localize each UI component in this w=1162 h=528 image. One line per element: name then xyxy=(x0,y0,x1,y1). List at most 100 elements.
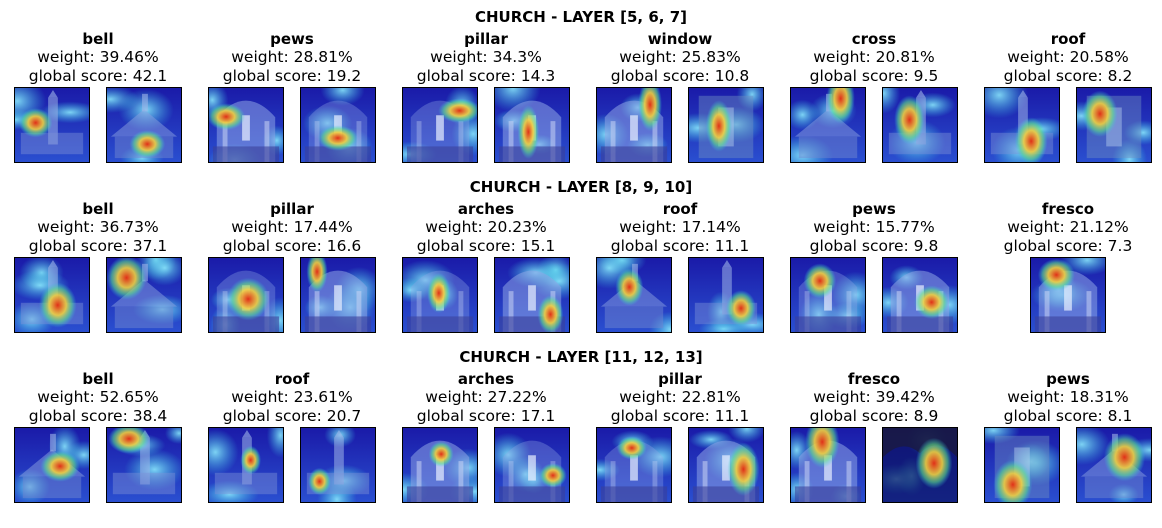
concept-name: pews xyxy=(852,200,896,218)
heatmap-thumbnail xyxy=(1076,427,1152,503)
concept-global-score: global score: 11.1 xyxy=(610,237,750,255)
heatmap-thumbnail xyxy=(882,257,958,333)
concept-weight: weight: 21.12% xyxy=(1007,218,1129,236)
concept-global-score: global score: 9.5 xyxy=(809,67,939,85)
concept-label: bell weight: 39.46% global score: 42.1 xyxy=(0,30,196,86)
heatmap-thumbnail xyxy=(208,87,284,163)
heatmap-thumbnail xyxy=(790,87,866,163)
concept-name: cross xyxy=(851,30,897,48)
concept-global-score: global score: 37.1 xyxy=(28,237,168,255)
heatmap-thumbnail xyxy=(790,257,866,333)
heatmap-thumbnail xyxy=(984,87,1060,163)
heatmap-thumbnail xyxy=(402,427,478,503)
concept-label: fresco weight: 21.12% global score: 7.3 xyxy=(970,200,1162,256)
concept-name: roof xyxy=(1050,30,1086,48)
concept-name: arches xyxy=(457,200,515,218)
concept-name: pillar xyxy=(464,30,508,48)
heatmap-thumbnail xyxy=(596,427,672,503)
concept-global-score: global score: 20.7 xyxy=(222,407,362,425)
heatmap-thumbnail xyxy=(494,257,570,333)
concept-global-score: global score: 8.9 xyxy=(809,407,939,425)
concept-weight: weight: 20.23% xyxy=(425,218,547,236)
concept-weight: weight: 28.81% xyxy=(231,48,353,66)
concept-weight: weight: 39.42% xyxy=(813,388,935,406)
heatmap-thumbnail xyxy=(300,427,376,503)
concept-name: bell xyxy=(82,30,114,48)
heatmap-thumbnail xyxy=(106,257,182,333)
concept-weight: weight: 15.77% xyxy=(813,218,935,236)
concept-name: bell xyxy=(82,370,114,388)
heatmap-thumbnail xyxy=(882,427,958,503)
concept-global-score: global score: 15.1 xyxy=(416,237,556,255)
concept-global-score: global score: 42.1 xyxy=(28,67,168,85)
heatmap-thumbnail xyxy=(208,257,284,333)
concept-label: arches weight: 27.22% global score: 17.1 xyxy=(388,370,584,426)
concept-name: pillar xyxy=(658,370,702,388)
concept-label: arches weight: 20.23% global score: 15.1 xyxy=(388,200,584,256)
concept-global-score: global score: 9.8 xyxy=(809,237,939,255)
concept-name: pews xyxy=(270,30,314,48)
concept-global-score: global score: 8.2 xyxy=(1003,67,1133,85)
concept-name: pillar xyxy=(270,200,314,218)
concept-name: fresco xyxy=(1041,200,1095,218)
concept-weight: weight: 52.65% xyxy=(37,388,159,406)
heatmap-thumbnail xyxy=(882,87,958,163)
concept-name: window xyxy=(647,30,713,48)
concept-label: roof weight: 20.58% global score: 8.2 xyxy=(970,30,1162,86)
heatmap-thumbnail xyxy=(14,257,90,333)
concept-label: cross weight: 20.81% global score: 9.5 xyxy=(776,30,972,86)
concept-name: roof xyxy=(274,370,310,388)
concept-name: pews xyxy=(1046,370,1090,388)
concept-label: pillar weight: 17.44% global score: 16.6 xyxy=(194,200,390,256)
concept-global-score: global score: 17.1 xyxy=(416,407,556,425)
heatmap-thumbnail xyxy=(984,427,1060,503)
concept-name: roof xyxy=(662,200,698,218)
concept-label: fresco weight: 39.42% global score: 8.9 xyxy=(776,370,972,426)
heatmap-thumbnail xyxy=(208,427,284,503)
heatmap-thumbnail xyxy=(494,87,570,163)
heatmap-thumbnail xyxy=(596,257,672,333)
concept-weight: weight: 25.83% xyxy=(619,48,741,66)
heatmap-thumbnail xyxy=(14,427,90,503)
concept-global-score: global score: 16.6 xyxy=(222,237,362,255)
concept-weight: weight: 17.44% xyxy=(231,218,353,236)
concept-weight: weight: 27.22% xyxy=(425,388,547,406)
concept-label: pews weight: 28.81% global score: 19.2 xyxy=(194,30,390,86)
heatmap-thumbnail xyxy=(300,257,376,333)
heatmap-thumbnail xyxy=(596,87,672,163)
concept-weight: weight: 17.14% xyxy=(619,218,741,236)
concept-label: bell weight: 52.65% global score: 38.4 xyxy=(0,370,196,426)
concept-global-score: global score: 8.1 xyxy=(1003,407,1133,425)
concept-label: pews weight: 15.77% global score: 9.8 xyxy=(776,200,972,256)
concept-name: bell xyxy=(82,200,114,218)
heatmap-thumbnail xyxy=(300,87,376,163)
concept-label: pillar weight: 34.3% global score: 14.3 xyxy=(388,30,584,86)
row-title: CHURCH - LAYER [5, 6, 7] xyxy=(475,8,687,26)
concept-label: roof weight: 17.14% global score: 11.1 xyxy=(582,200,778,256)
heatmap-thumbnail xyxy=(688,257,764,333)
concept-global-score: global score: 7.3 xyxy=(1003,237,1133,255)
concept-label: bell weight: 36.73% global score: 37.1 xyxy=(0,200,196,256)
row-title: CHURCH - LAYER [8, 9, 10] xyxy=(469,178,693,196)
concept-weight: weight: 23.61% xyxy=(231,388,353,406)
heatmap-thumbnail xyxy=(402,87,478,163)
concept-label: pews weight: 18.31% global score: 8.1 xyxy=(970,370,1162,426)
concept-name: arches xyxy=(457,370,515,388)
concept-name: fresco xyxy=(847,370,901,388)
concept-global-score: global score: 10.8 xyxy=(610,67,750,85)
concept-global-score: global score: 19.2 xyxy=(222,67,362,85)
concept-weight: weight: 18.31% xyxy=(1007,388,1129,406)
heatmap-thumbnail xyxy=(688,427,764,503)
concept-global-score: global score: 38.4 xyxy=(28,407,168,425)
concept-global-score: global score: 11.1 xyxy=(610,407,750,425)
heatmap-thumbnail xyxy=(494,427,570,503)
concept-weight: weight: 36.73% xyxy=(37,218,159,236)
heatmap-thumbnail xyxy=(106,427,182,503)
heatmap-thumbnail xyxy=(688,87,764,163)
heatmap-thumbnail xyxy=(106,87,182,163)
heatmap-thumbnail xyxy=(1030,257,1106,333)
concept-label: pillar weight: 22.81% global score: 11.1 xyxy=(582,370,778,426)
concept-weight: weight: 20.58% xyxy=(1007,48,1129,66)
concept-global-score: global score: 14.3 xyxy=(416,67,556,85)
heatmap-thumbnail xyxy=(402,257,478,333)
